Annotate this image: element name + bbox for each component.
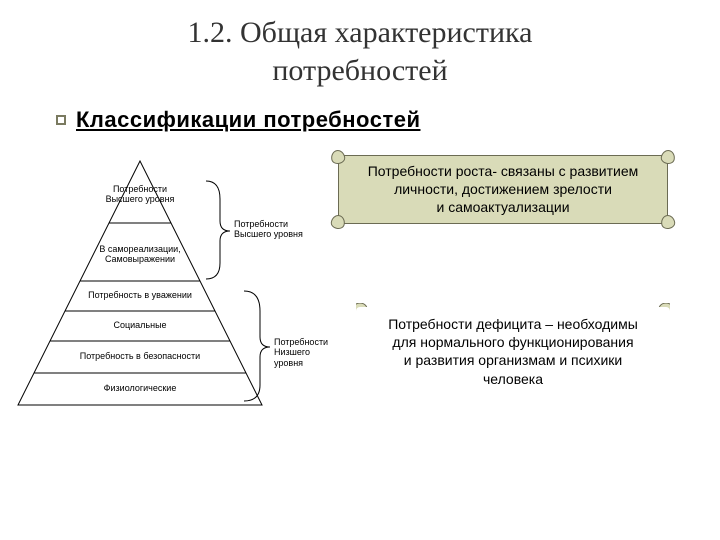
subtitle: Классификации потребностей [76, 107, 420, 133]
scroll-corner-icon [660, 213, 676, 229]
scroll-corner-icon [330, 213, 346, 229]
pyramid-level-3: Социальные [113, 321, 166, 331]
callout-deficit-line2: для нормального функционирования [392, 334, 633, 350]
callout-deficit-line1: Потребности дефицита – необходимы [388, 316, 638, 332]
title-line2: потребностей [272, 54, 447, 87]
bracket-bottom-label: Потребности Низшего уровня [274, 337, 328, 368]
title-line1: 1.2. Общая характеристика [188, 16, 533, 49]
callout-growth-line2: личности, достижением зрелости [394, 181, 612, 197]
pyramid-level-0: Потребности Высшего уровня [106, 185, 175, 205]
callout-deficit-line4: человека [483, 371, 543, 387]
pyramid-diagram: Потребности Высшего уровня В самореализа… [10, 151, 320, 421]
pyramid-level-4: Потребность в безопасности [80, 352, 200, 362]
content-area: Потребности Высшего уровня В самореализа… [0, 145, 720, 515]
callout-deficit: Потребности дефицита – необходимы для но… [356, 307, 670, 396]
pyramid-level-2: Потребность в уважении [88, 291, 192, 301]
callout-deficit-line3: и развития организмам и психики [404, 352, 622, 368]
slide-title: 1.2. Общая характеристика потребностей [0, 0, 720, 89]
callout-growth-line3: и самоактуализации [436, 199, 569, 215]
scroll-corner-icon [660, 149, 676, 165]
bracket-top-label: Потребности Высшего уровня [234, 219, 303, 240]
subtitle-row: Классификации потребностей [56, 107, 720, 133]
callout-growth: Потребности роста- связаны с развитием л… [338, 155, 668, 224]
callout-growth-line1: Потребности роста- связаны с развитием [368, 163, 639, 179]
scroll-corner-icon [330, 149, 346, 165]
pyramid-level-5: Физиологические [104, 384, 177, 394]
bullet-square-icon [56, 115, 66, 125]
pyramid-level-1: В самореализации, Самовыражении [99, 245, 180, 265]
